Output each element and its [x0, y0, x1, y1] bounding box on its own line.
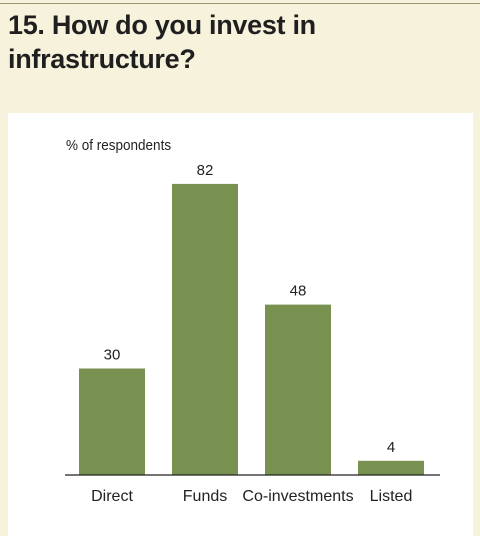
value-label-funds: 82 [197, 162, 214, 179]
chart-panel: % of respondents 30 Direct 82 Funds 48 Co-inv… [8, 113, 473, 536]
bar-funds [172, 183, 238, 475]
category-label-direct: Direct [91, 488, 133, 505]
category-label-funds: Funds [183, 488, 227, 505]
bar-listed [358, 460, 424, 475]
bar-chart: 30 Direct 82 Funds 48 Co-investments 4 Listed [65, 162, 440, 505]
top-rule [0, 3, 480, 4]
bar-co-investments [265, 304, 331, 475]
y-axis-label: % of respondents [66, 137, 172, 154]
value-label-co-investments: 48 [290, 283, 307, 300]
bar-direct [79, 368, 145, 475]
category-label-co-investments: Co-investments [242, 488, 353, 505]
value-label-listed: 4 [387, 439, 395, 456]
value-label-direct: 30 [104, 347, 121, 364]
category-label-listed: Listed [370, 488, 413, 505]
chart-title: 15. How do you invest in infrastructure? [8, 10, 316, 74]
